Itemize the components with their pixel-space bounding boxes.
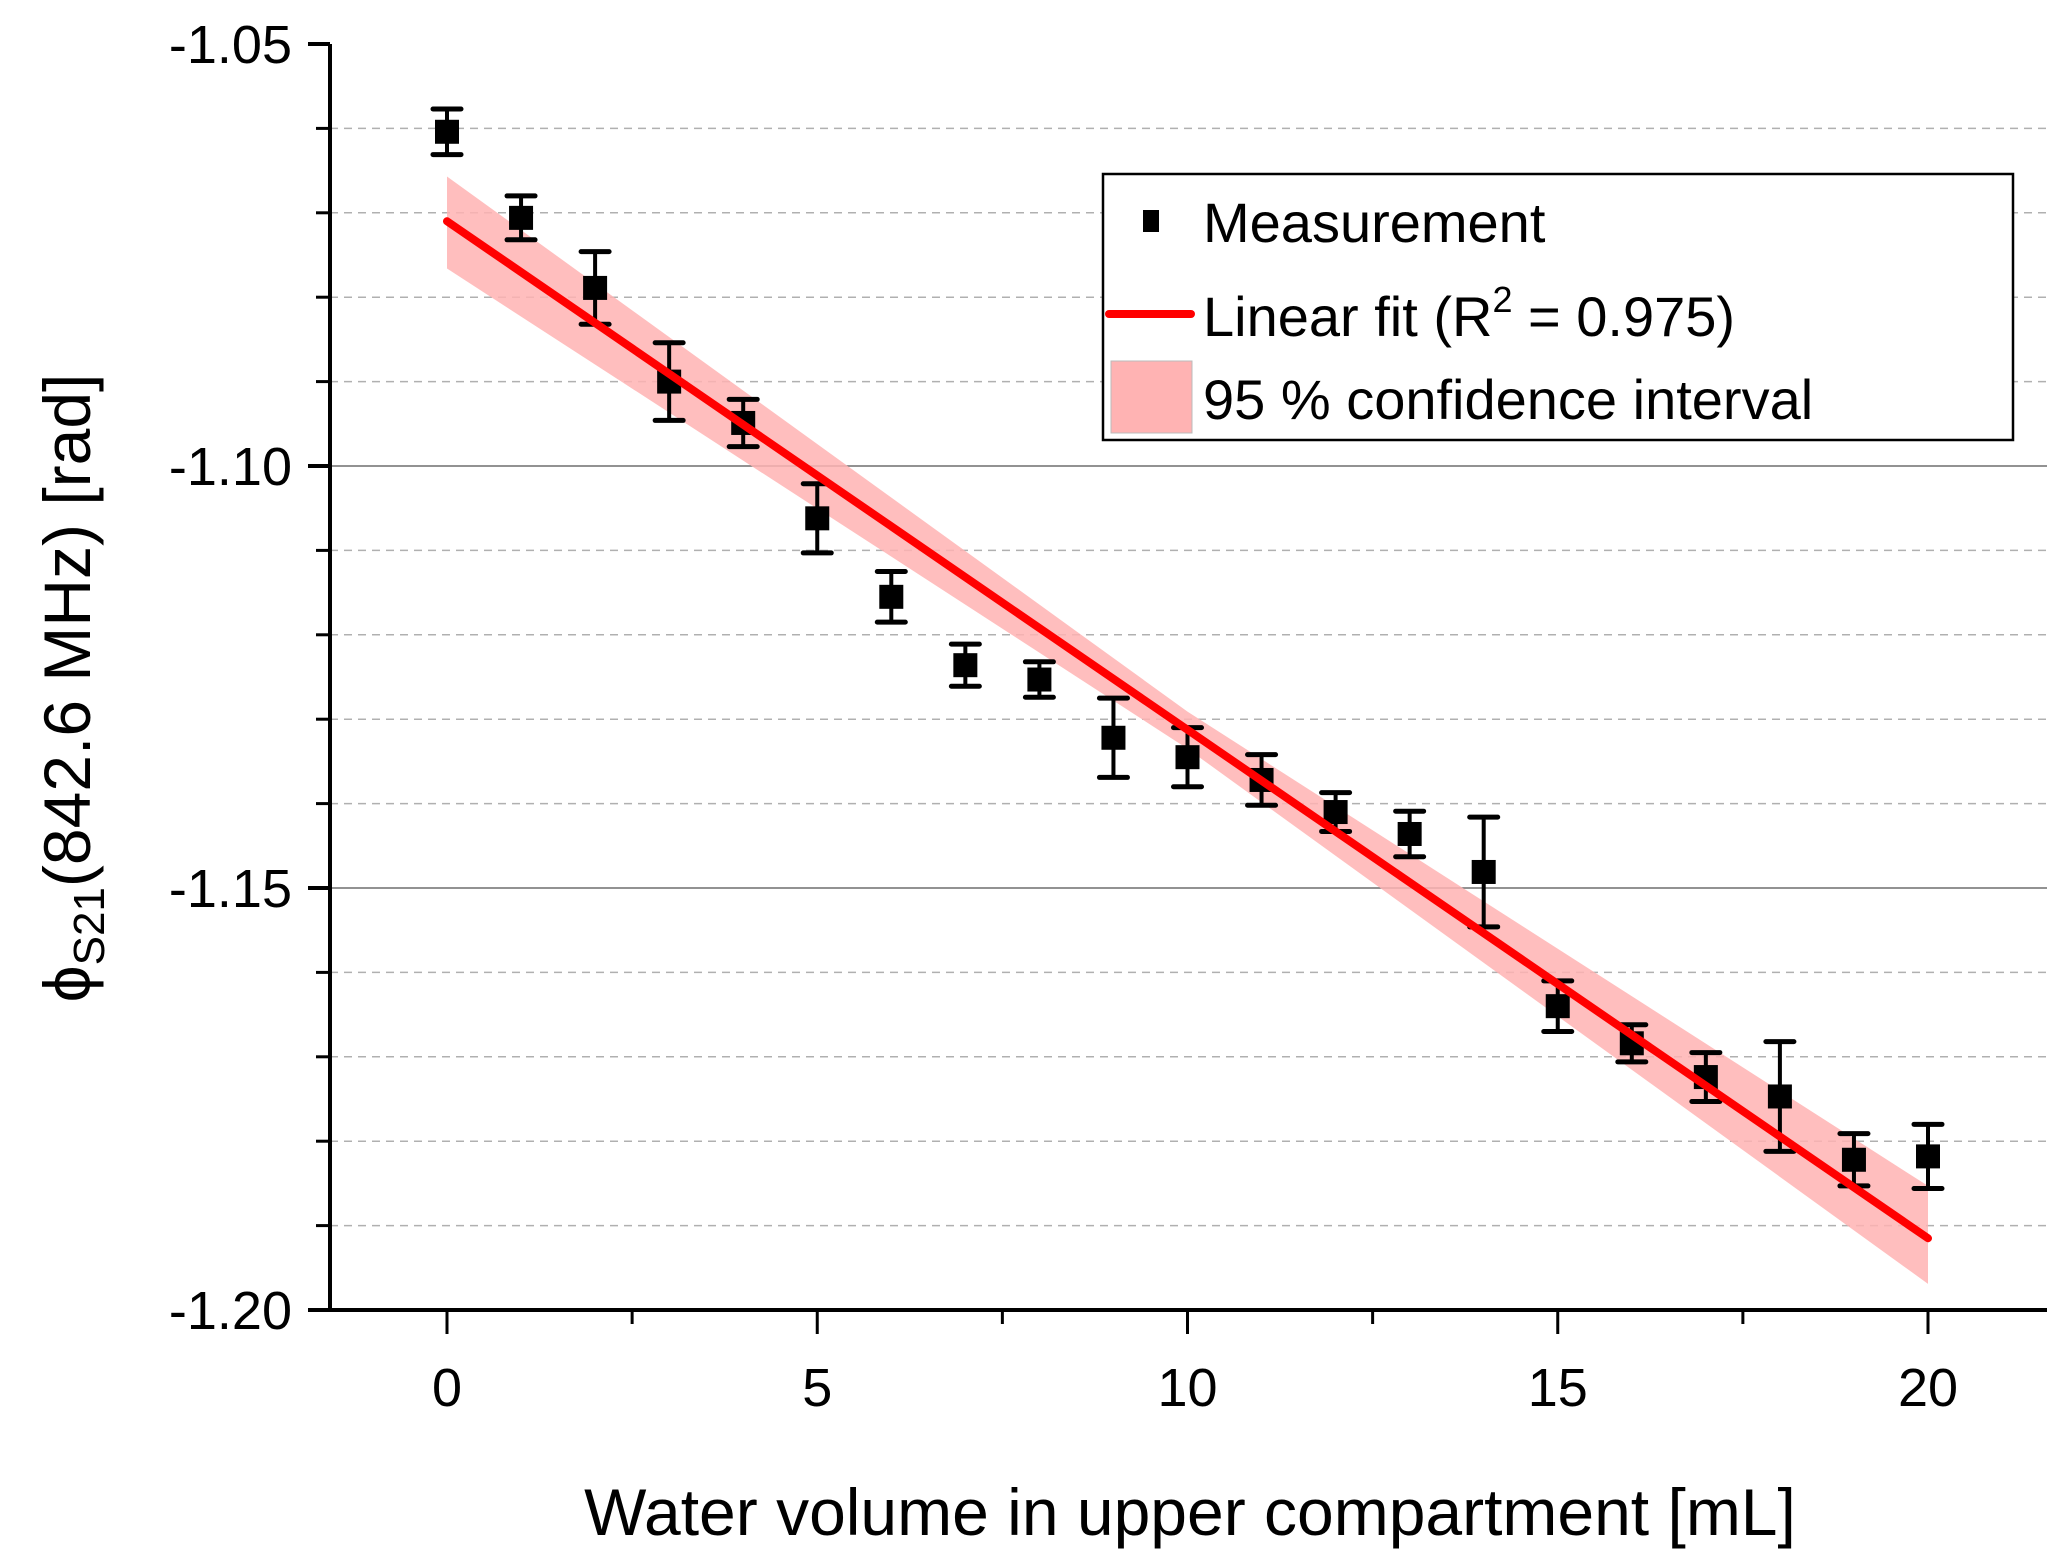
x-tick-label: 20 xyxy=(1898,1358,1958,1418)
legend-measurement-marker xyxy=(1143,210,1159,232)
point-marker xyxy=(509,205,534,230)
measurement-point xyxy=(1393,808,1427,860)
legend-fit-label-end: = 0.975) xyxy=(1512,285,1735,348)
legend-fit-label-main: Linear fit (R xyxy=(1203,285,1492,348)
x-axis-title: Water volume in upper compartment [mL] xyxy=(584,1475,1796,1549)
point-marker xyxy=(1323,800,1348,825)
measurement-point xyxy=(1911,1121,1945,1191)
axes-layer xyxy=(308,42,2047,1334)
fit-line-layer xyxy=(443,217,1932,1243)
legend-box xyxy=(1101,172,2015,442)
point-marker xyxy=(879,584,904,609)
svg-text:ϕS21(842.6 MHz) [rad]: ϕS21(842.6 MHz) [rad] xyxy=(30,374,114,1003)
y-tick-label: -1.10 xyxy=(169,437,292,497)
legend-fit-label: Linear fit (R2 = 0.975) xyxy=(1203,279,1735,348)
point-marker xyxy=(435,119,459,144)
y-axis-subscript: S21 xyxy=(65,887,114,965)
point-marker xyxy=(805,506,830,531)
measurement-point xyxy=(1319,790,1353,834)
measurement-point xyxy=(1022,659,1056,700)
y-tick-label: -1.15 xyxy=(169,859,292,919)
point-marker xyxy=(1175,745,1200,770)
measurement-point xyxy=(1171,725,1204,790)
measurement-point xyxy=(948,641,982,689)
tick-labels-layer: -1.05 -1.10 -1.15 -1.20 0 5 10 15 20 xyxy=(169,15,1958,1418)
fit-line xyxy=(443,217,1932,1243)
legend-band-label: 95 % confidence interval xyxy=(1203,368,1813,431)
measurement-point xyxy=(1467,814,1501,930)
x-tick-label: 5 xyxy=(802,1358,832,1418)
point-marker xyxy=(1101,725,1126,750)
measurement-points-layer xyxy=(430,106,1945,1191)
x-tick-label: 0 xyxy=(432,1358,462,1418)
x-tick-label: 10 xyxy=(1157,1358,1217,1418)
measurement-point xyxy=(1096,695,1130,780)
point-marker xyxy=(1545,994,1570,1019)
point-marker xyxy=(1767,1084,1792,1109)
measurement-point xyxy=(874,569,908,625)
y-axis-title: ϕS21(842.6 MHz) [rad] xyxy=(30,374,114,1003)
point-marker xyxy=(1397,821,1422,846)
y-tick-label: -1.05 xyxy=(169,15,292,75)
y-tick-label: -1.20 xyxy=(169,1281,292,1341)
y-axis-rest: (842.6 MHz) [rad] xyxy=(30,374,104,888)
legend-fit-label-sup: 2 xyxy=(1492,279,1512,320)
measurement-point xyxy=(430,106,464,158)
x-tick-label: 15 xyxy=(1528,1358,1588,1418)
y-axis-symbol: ϕ xyxy=(30,965,104,1002)
legend-band-marker xyxy=(1110,360,1193,434)
point-marker xyxy=(583,275,608,300)
point-marker xyxy=(1471,859,1496,884)
measurement-point xyxy=(1689,1050,1723,1105)
point-marker xyxy=(1027,667,1052,692)
point-marker xyxy=(1916,1144,1940,1169)
point-marker xyxy=(953,653,978,678)
grid-layer xyxy=(330,127,2047,1227)
point-marker xyxy=(1841,1147,1866,1172)
measurement-point xyxy=(504,193,538,243)
legend-measurement-label: Measurement xyxy=(1203,191,1546,254)
legend: Measurement Linear fit (R2 = 0.975) 95 %… xyxy=(1101,172,2015,442)
